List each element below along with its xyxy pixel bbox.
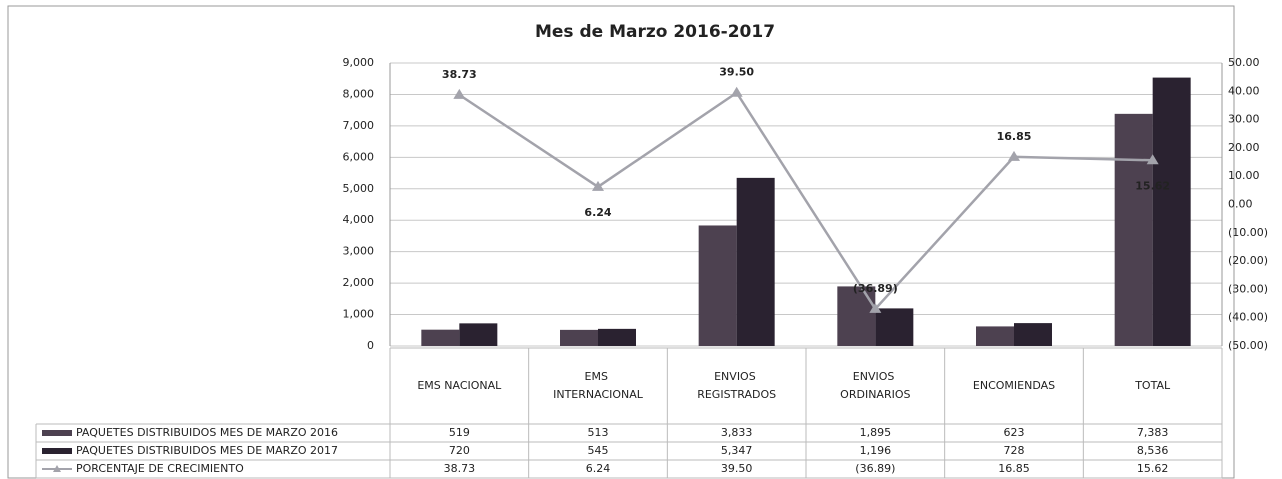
table-cell: 1,196 [860, 444, 892, 457]
bar [421, 329, 460, 346]
table-cell: 15.62 [1137, 462, 1169, 475]
y2-tick-label: (50.00) [1228, 339, 1268, 352]
line-marker [592, 180, 604, 191]
bar [837, 286, 876, 346]
legend-label: PAQUETES DISTRIBUIDOS MES DE MARZO 2016 [76, 426, 338, 439]
line-marker [730, 86, 743, 97]
y-tick-label: 2,000 [343, 276, 375, 289]
table-cell: 623 [1004, 426, 1025, 439]
legend-swatch [42, 448, 72, 454]
data-label: (36.89) [853, 282, 898, 295]
table-cell: 513 [588, 426, 609, 439]
data-label: 6.24 [584, 206, 611, 219]
legend-swatch [42, 430, 72, 436]
bar [976, 326, 1014, 346]
line [458, 90, 1153, 311]
table-cell: 39.50 [721, 462, 753, 475]
table-cell: 16.85 [998, 462, 1030, 475]
table-cell: 38.73 [444, 462, 476, 475]
y-tick-label: 8,000 [343, 87, 375, 100]
x-tick-label: ENVIOS ORDINARIOS [840, 370, 910, 401]
y2-tick-label: (20.00) [1228, 254, 1268, 267]
y-tick-label: 3,000 [343, 245, 375, 258]
y-tick-label: 6,000 [343, 150, 375, 163]
chart-border [7, 5, 1235, 479]
table-cell: 6.24 [586, 462, 611, 475]
bar [875, 308, 914, 346]
legend-marker [53, 465, 61, 472]
table-cell: 720 [449, 444, 470, 457]
data-label: 16.85 [997, 130, 1032, 143]
table-cell: 519 [449, 426, 470, 439]
y2-tick-label: (10.00) [1228, 226, 1268, 239]
bar [1114, 113, 1153, 346]
y-tick-label: 1,000 [343, 308, 375, 321]
y-tick-label: 4,000 [343, 213, 375, 226]
x-tick-label: ENVIOS REGISTRADOS [697, 370, 776, 401]
table-cell: 8,536 [1137, 444, 1169, 457]
table-cell: (36.89) [855, 462, 895, 475]
y2-tick-label: 10.00 [1228, 169, 1260, 182]
line-marker [1146, 154, 1159, 165]
table-cell: 545 [588, 444, 609, 457]
x-tick-label: ENCOMIENDAS [973, 379, 1055, 392]
chart-title: Mes de Marzo 2016-2017 [535, 22, 775, 42]
x-tick-label: EMS NACIONAL [417, 379, 502, 392]
y2-tick-label: (40.00) [1228, 311, 1268, 324]
bar [1014, 323, 1052, 346]
table-cell: 728 [1004, 444, 1025, 457]
data-label: 39.50 [719, 66, 754, 79]
data-label: 38.73 [442, 68, 477, 81]
line-marker [453, 88, 466, 99]
table-cell: 7,383 [1137, 426, 1169, 439]
y2-tick-label: (30.00) [1228, 282, 1268, 295]
y-tick-label: 0 [367, 339, 374, 352]
y-tick-label: 5,000 [343, 182, 375, 195]
x-tick-label: TOTAL [1134, 379, 1171, 392]
bar [736, 177, 775, 346]
y2-tick-label: 40.00 [1228, 84, 1260, 97]
table-cell: 5,347 [721, 444, 753, 457]
line-marker [869, 302, 882, 313]
y-tick-label: 7,000 [343, 119, 375, 132]
table-cell: 3,833 [721, 426, 753, 439]
legend-label: PAQUETES DISTRIBUIDOS MES DE MARZO 2017 [76, 444, 338, 457]
y2-tick-label: 0.00 [1228, 198, 1253, 211]
x-tick-label: EMS INTERNACIONAL [553, 370, 644, 401]
y2-tick-label: 50.00 [1228, 56, 1260, 69]
bar [560, 329, 598, 346]
bar [598, 328, 636, 346]
line-marker [1008, 150, 1020, 161]
bar [698, 225, 737, 346]
y2-tick-label: 30.00 [1228, 113, 1260, 126]
y2-tick-label: 20.00 [1228, 141, 1260, 154]
y-tick-label: 9,000 [343, 56, 375, 69]
bar [1152, 77, 1191, 347]
bar [459, 323, 498, 346]
table-cell: 1,895 [860, 426, 892, 439]
legend-label: PORCENTAJE DE CRECIMIENTO [76, 462, 244, 475]
data-label: 15.62 [1135, 179, 1170, 192]
